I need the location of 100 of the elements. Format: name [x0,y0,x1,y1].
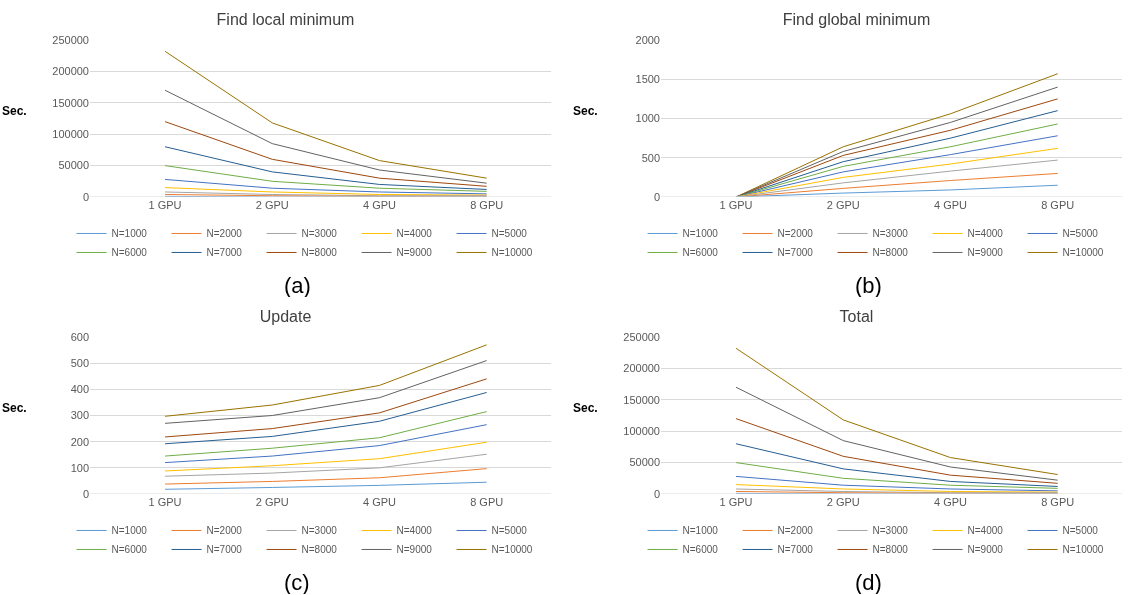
legend-label: N=6000 [682,247,719,259]
x-tick-label: 8 GPU [470,496,504,508]
line-series [735,484,1059,493]
legend-label: N=5000 [491,525,528,537]
y-tick-label: 100 [70,461,89,474]
y-axis-title: Sec. [573,401,598,415]
legend-label: N=3000 [301,525,338,537]
y-tick-label: 0 [653,487,660,500]
text: (b) [855,273,882,298]
legend-label: N=6000 [682,544,719,556]
legend-label: N=9000 [396,544,433,556]
x-tick-label: 1 GPU [719,199,753,211]
legend-label: N=3000 [301,228,338,240]
legend-label: N=9000 [967,247,1004,259]
legend-label: N=7000 [777,544,814,556]
legend-label: N=2000 [206,525,243,537]
line-series [735,475,1059,492]
legend-label: N=6000 [111,247,148,259]
line-series [164,146,488,190]
legend-label: N=4000 [967,228,1004,240]
text: (c) [284,570,310,595]
legend-label: N=9000 [396,247,433,259]
y-tick-label: 0 [653,190,660,203]
legend-label: N=3000 [872,228,909,240]
line-series [735,443,1059,487]
line-series [164,411,488,457]
x-tick-label: 1 GPU [148,496,182,508]
y-tick-label: 400 [70,383,89,396]
x-tick-label: 8 GPU [1041,496,1075,508]
line-series [735,462,1059,489]
line-series [164,424,488,464]
line-series [164,441,488,472]
y-tick-label: 300 [70,409,89,422]
y-tick-label: 1500 [635,73,660,86]
legend-label: N=9000 [967,544,1004,556]
legend-label: N=10000 [491,544,533,556]
y-tick-label: 500 [641,151,660,164]
y-tick-label: 0 [82,190,89,203]
text: (d) [855,570,882,595]
legend-label: N=4000 [967,525,1004,537]
line-series [164,178,488,195]
y-tick-label: 200000 [623,362,660,375]
line-series [164,165,488,192]
legend-label: N=4000 [396,525,433,537]
legend-label: N=8000 [301,247,338,259]
y-tick-label: 50000 [58,159,89,172]
chart-title: Update [259,307,312,325]
line-series [164,187,488,196]
x-tick-label: 1 GPU [148,199,182,211]
legend-label: N=6000 [111,544,148,556]
y-tick-label: 2000 [635,33,660,46]
legend-label: N=8000 [872,544,909,556]
legend-label: N=10000 [1062,544,1104,556]
legend-label: N=3000 [872,525,909,537]
line-series [735,418,1059,484]
line-series [164,391,488,445]
legend-label: N=10000 [491,247,533,259]
x-tick-label: 4 GPU [362,199,397,211]
y-tick-label: 250000 [52,33,89,46]
legend-label: N=1000 [682,228,719,240]
y-tick-label: 1000 [635,112,660,125]
legend-label: N=7000 [777,247,814,259]
legend-label: N=7000 [206,247,243,259]
x-tick-label: 8 GPU [470,199,504,211]
line-series [735,347,1059,476]
legend-label: N=2000 [777,228,814,240]
y-tick-label: 250000 [623,330,660,343]
chart-title: Total [839,307,874,325]
line-series [164,50,488,179]
legend-label: N=7000 [206,544,243,556]
chart-title: Find local minimum [216,10,355,28]
legend-label: N=8000 [301,544,338,556]
y-tick-label: 150000 [52,96,89,109]
y-tick-label: 50000 [629,456,660,469]
x-tick-label: 2 GPU [255,199,289,211]
line-series [164,121,488,187]
x-tick-label: 1 GPU [719,496,753,508]
line-series [164,378,488,438]
legend-label: N=2000 [206,228,243,240]
legend-label: N=1000 [111,228,148,240]
x-tick-label: 4 GPU [933,496,968,508]
legend-label: N=5000 [491,228,528,240]
x-tick-label: 2 GPU [255,496,289,508]
legend-label: N=2000 [777,525,814,537]
legend-label: N=1000 [111,525,148,537]
text: (a) [284,273,311,298]
line-series [164,481,488,490]
line-series [164,453,488,477]
line-series [164,89,488,184]
legend-label: N=8000 [872,247,909,259]
line-series [164,468,488,485]
legend-label: N=1000 [682,525,719,537]
x-tick-label: 8 GPU [1041,199,1075,211]
x-tick-label: 2 GPU [826,496,860,508]
legend-label: N=4000 [396,228,433,240]
y-tick-label: 600 [70,330,89,343]
legend-label: N=5000 [1062,525,1099,537]
y-tick-label: 200 [70,435,89,448]
y-tick-label: 100000 [623,425,660,438]
y-axis-title: Sec. [2,401,27,415]
